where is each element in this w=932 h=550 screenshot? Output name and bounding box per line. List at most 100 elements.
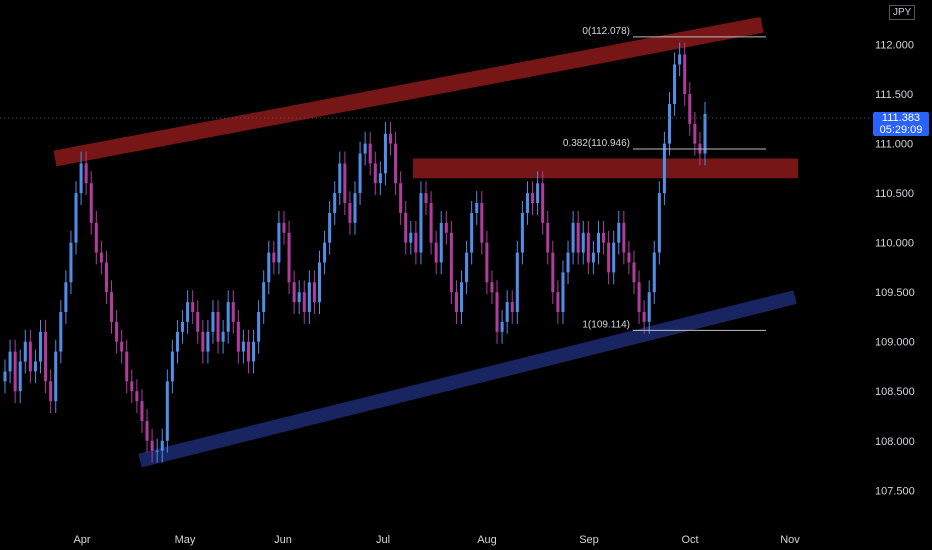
candle-body [596,232,600,253]
x-tick-label: Jun [274,534,292,546]
candle-body [657,193,661,253]
candle-body [206,331,210,352]
channels [53,16,798,468]
x-tick-label: Sep [579,534,599,546]
candle-body [328,212,332,243]
x-tick-label: Apr [73,534,90,546]
candle-body [221,331,225,342]
candle-body [307,282,311,312]
candle-body [216,312,220,342]
candles [3,42,707,463]
y-tick-label: 109.000 [875,337,915,349]
y-tick-label: 107.500 [875,485,915,497]
candle-body [277,222,281,263]
candle-body [115,321,119,342]
candle-body [18,361,22,392]
candle-body [297,292,301,303]
x-tick-label: Nov [780,534,800,546]
candle-body [287,232,291,283]
candle-body [449,232,453,293]
candle-body [165,381,169,441]
candle-body [110,292,114,322]
candle-body [64,282,68,312]
candle-body [317,262,322,303]
candle-body [44,331,48,382]
candle-body [241,341,245,352]
candle-body [282,222,286,233]
candle-body [490,282,494,293]
candle-body [647,292,651,322]
candle-body [576,222,580,253]
candle-body [622,222,626,253]
candle-body [363,143,367,154]
candle-body [74,193,78,243]
candle-body [13,351,17,392]
candle-body [358,153,362,194]
candle-body [520,212,524,253]
candle-body [515,252,519,312]
fib-label-1: 0.382(110.946) [563,138,630,149]
y-tick-label: 110.500 [875,188,914,200]
candle-body [678,54,682,65]
x-tick-label: Jul [376,534,390,546]
countdown: 05:29:09 [879,124,923,136]
candle-body [257,312,261,342]
candle-body [33,361,37,372]
candle-body [444,222,448,233]
candle-body [551,252,555,293]
candle-body [693,123,697,144]
y-tick-label: 108.500 [875,386,915,398]
candle-body [252,341,256,362]
candle-body [343,163,347,204]
candle-body [191,302,195,312]
fib-label-0: 0(112.078) [582,26,630,37]
candle-body [683,54,687,95]
y-tick-label: 109.500 [875,287,915,299]
candle-body [703,113,707,154]
candle-body [439,222,443,263]
candle-body [79,163,83,194]
candle-body [485,242,489,283]
fib-levels: 0(112.078) 0.382(110.946) 1(109.114) [563,26,766,331]
candle-body [642,312,646,322]
candle-body [150,440,154,451]
x-axis: Apr May Jun Jul Aug Sep Oct Nov [73,534,800,546]
candle-body [612,242,616,273]
candle-body [510,302,514,312]
candle-body [419,193,423,253]
candle-body [175,331,179,352]
candle-body [226,302,230,332]
last-price-value: 111.383 [881,112,921,124]
candle-body [104,262,108,293]
candle-body [94,222,98,253]
candle-body [500,321,504,332]
y-tick-label: 111.500 [875,89,913,101]
candle-body [333,193,337,213]
candle-body [525,193,529,213]
y-tick-label: 110.000 [875,238,914,250]
candle-body [571,222,575,253]
candle-body [495,292,499,332]
upper-channel-line [53,16,764,167]
candle-body [236,321,240,352]
candle-body [617,222,621,243]
candle-body [69,242,73,283]
fib-label-2: 1(109.114) [582,319,630,330]
candle-body [373,163,377,184]
candle-body [627,252,631,263]
candle-body [28,341,32,372]
candle-body [89,183,93,223]
last-price-badge: 111.383 05:29:09 [873,112,929,136]
candle-body [541,183,545,223]
candle-body [409,232,413,243]
candle-body [378,173,382,184]
x-tick-label: Oct [681,534,698,546]
candle-body [267,252,271,283]
candle-body [338,163,342,194]
candle-body [475,203,479,213]
candle-body [59,312,63,352]
candle-body [353,193,357,223]
candle-body [388,133,393,144]
candle-body [84,163,88,184]
